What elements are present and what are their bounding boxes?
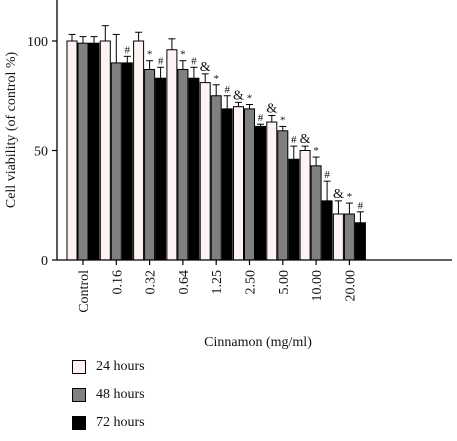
significance-marker: # bbox=[125, 44, 131, 56]
legend-item-24h: 24 hours bbox=[72, 357, 145, 376]
bar bbox=[343, 213, 355, 261]
significance-marker: & bbox=[266, 101, 277, 116]
bar bbox=[88, 42, 100, 261]
bar bbox=[277, 130, 289, 261]
x-tick-label: 1.25 bbox=[210, 270, 225, 295]
bar bbox=[233, 106, 244, 261]
bar bbox=[255, 125, 266, 261]
significance-marker: & bbox=[200, 60, 211, 75]
bar-chart: 0 50 100 Control 0.16 0.32 0.64 1.25 2.50 5.00 10.… bbox=[4, 0, 452, 350]
significance-marker: # bbox=[358, 200, 364, 212]
bar bbox=[144, 68, 156, 261]
significance-marker: * bbox=[247, 93, 253, 105]
significance-marker: * bbox=[347, 191, 353, 203]
x-tick-label: 2.50 bbox=[244, 270, 259, 295]
bar bbox=[199, 82, 211, 261]
y-axis-label: Cell viability (of control %) bbox=[4, 52, 19, 209]
bar bbox=[99, 40, 111, 261]
significance-marker: * bbox=[313, 145, 319, 157]
x-tick-label: 5.00 bbox=[277, 270, 292, 295]
bar bbox=[299, 150, 311, 261]
bar bbox=[110, 62, 122, 261]
x-tick-label: 0.32 bbox=[144, 270, 159, 295]
bar bbox=[133, 40, 145, 261]
significance-marker: # bbox=[291, 134, 297, 146]
y-tick-label: 0 bbox=[41, 254, 48, 269]
x-tick-label: 0.64 bbox=[177, 270, 192, 295]
legend-swatch-72h bbox=[72, 415, 86, 430]
significance-marker: # bbox=[191, 55, 197, 67]
bar bbox=[77, 42, 89, 261]
bar bbox=[266, 121, 278, 261]
legend-swatch-24h bbox=[72, 359, 86, 374]
bar bbox=[354, 222, 366, 261]
significance-marker: * bbox=[180, 49, 186, 61]
x-axis-label: Cinnamon (mg/ml) bbox=[204, 335, 312, 350]
legend-label-48h: 48 hours bbox=[96, 386, 145, 402]
legend-item-72h: 72 hours bbox=[72, 413, 145, 432]
bar bbox=[244, 108, 255, 261]
significance-marker: # bbox=[258, 112, 264, 124]
significance-marker: * bbox=[213, 73, 219, 85]
bar bbox=[210, 95, 222, 261]
bar bbox=[288, 158, 300, 261]
significance-marker: & bbox=[300, 132, 311, 147]
legend-item-48h: 48 hours bbox=[72, 385, 145, 404]
x-tick-label: Control bbox=[77, 270, 92, 313]
bar bbox=[221, 108, 233, 261]
y-tick-label: 50 bbox=[34, 145, 48, 160]
legend-label-72h: 72 hours bbox=[96, 414, 145, 430]
bar bbox=[321, 200, 333, 261]
bar bbox=[155, 77, 167, 261]
bar bbox=[332, 213, 344, 261]
bar bbox=[66, 40, 78, 261]
significance-marker: # bbox=[224, 84, 230, 96]
bar bbox=[188, 77, 200, 261]
bar bbox=[310, 165, 322, 261]
significance-marker: * bbox=[280, 114, 286, 126]
significance-marker: # bbox=[324, 169, 330, 181]
significance-marker: # bbox=[158, 55, 164, 67]
x-tick-label: 10.00 bbox=[310, 270, 325, 302]
significance-marker: & bbox=[333, 187, 344, 202]
legend-label-24h: 24 hours bbox=[96, 358, 145, 374]
bar bbox=[121, 62, 133, 261]
significance-marker: & bbox=[233, 88, 244, 103]
bar bbox=[166, 49, 178, 261]
x-tick-label: 0.16 bbox=[110, 270, 125, 295]
legend-swatch-48h bbox=[72, 387, 86, 402]
legend: 24 hours 48 hours 72 hours bbox=[72, 357, 145, 441]
x-tick-label: 20.00 bbox=[343, 270, 358, 302]
bar bbox=[177, 68, 189, 261]
y-tick-label: 100 bbox=[27, 35, 48, 50]
significance-marker: * bbox=[147, 49, 153, 61]
